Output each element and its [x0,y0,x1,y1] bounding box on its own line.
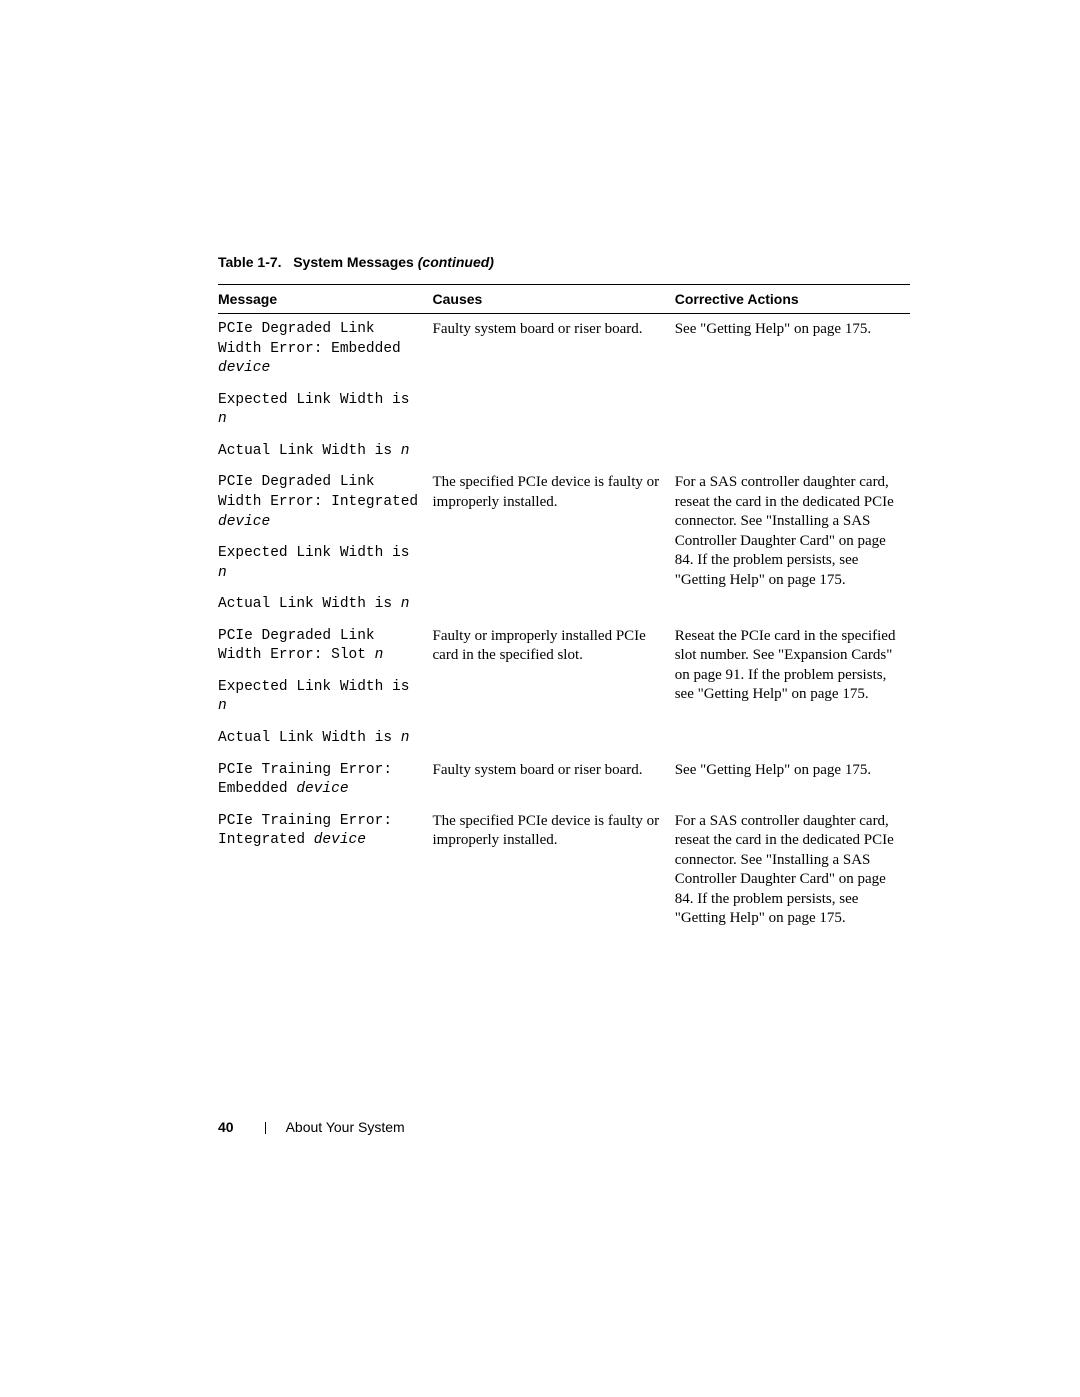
message-block: Actual Link Width is n [218,442,423,462]
message-italic: n [218,698,227,714]
message-text: Actual Link Width is [218,730,401,746]
header-causes: Causes [433,285,675,314]
cause-cell: Faulty or improperly installed PCIe card… [433,621,675,755]
action-cell: See "Getting Help" on page 175. [675,314,910,468]
message-italic: n [375,647,384,663]
message-cell: PCIe Degraded Link Width Error: Embedded… [218,314,433,468]
message-italic: n [401,443,410,459]
table-row: PCIe Degraded Link Width Error: Slot nEx… [218,621,910,755]
message-text: Expected Link Width is [218,679,409,695]
footer-section: About Your System [286,1119,405,1135]
table-row: PCIe Training Error: Integrated device Th… [218,806,910,935]
message-block: PCIe Degraded Link Width Error: Embedded… [218,320,423,379]
message-text: Expected Link Width is [218,392,409,408]
cause-cell: The specified PCIe device is faulty or i… [433,467,675,620]
message-italic: device [218,360,270,376]
message-italic: n [401,730,410,746]
message-italic: n [218,565,227,581]
message-cell: PCIe Training Error: Embedded device [218,755,433,806]
message-text: Actual Link Width is [218,596,401,612]
message-block: Expected Link Width is n [218,391,423,430]
table-caption-title: System Messages [293,254,414,270]
message-cell: PCIe Degraded Link Width Error: Slot nEx… [218,621,433,755]
message-block: PCIe Degraded Link Width Error: Integrat… [218,473,423,532]
message-block: PCIe Training Error: Embedded device [218,761,423,800]
message-block: Expected Link Width is n [218,678,423,717]
message-italic: n [218,411,227,427]
message-text: Expected Link Width is [218,545,409,561]
message-block: Actual Link Width is n [218,729,423,749]
message-cell: PCIe Training Error: Integrated device [218,806,433,935]
action-cell: See "Getting Help" on page 175. [675,755,910,806]
message-italic: device [314,832,366,848]
cause-cell: Faulty system board or riser board. [433,755,675,806]
cause-cell: Faulty system board or riser board. [433,314,675,468]
message-block: Expected Link Width is n [218,544,423,583]
table-caption-suffix: (continued) [418,254,494,270]
message-block: PCIe Training Error: Integrated device [218,812,423,851]
message-text: Actual Link Width is [218,443,401,459]
footer-divider [265,1122,266,1134]
message-italic: device [218,514,270,530]
table-row: PCIe Training Error: Embedded device Faul… [218,755,910,806]
message-block: Actual Link Width is n [218,595,423,615]
header-actions: Corrective Actions [675,285,910,314]
message-italic: n [401,596,410,612]
action-cell: For a SAS controller daughter card, rese… [675,467,910,620]
message-block: PCIe Degraded Link Width Error: Slot n [218,627,423,666]
cause-cell: The specified PCIe device is faulty or i… [433,806,675,935]
table-caption-prefix: Table 1-7. [218,254,282,270]
page-footer: 40 About Your System [218,1119,405,1135]
table-row: PCIe Degraded Link Width Error: Integrat… [218,467,910,620]
action-cell: For a SAS controller daughter card, rese… [675,806,910,935]
header-message: Message [218,285,433,314]
message-text: PCIe Degraded Link Width Error: Embedded [218,321,401,357]
message-cell: PCIe Degraded Link Width Error: Integrat… [218,467,433,620]
message-text: PCIe Degraded Link Width Error: Slot [218,628,375,664]
table-header-row: Message Causes Corrective Actions [218,285,910,314]
message-italic: device [296,781,348,797]
table-caption: Table 1-7. System Messages (continued) [218,254,910,270]
system-messages-table: Message Causes Corrective Actions PCIe D… [218,284,910,935]
table-row: PCIe Degraded Link Width Error: Embedded… [218,314,910,468]
message-text: PCIe Degraded Link Width Error: Integrat… [218,474,418,510]
page-number: 40 [218,1119,234,1135]
action-cell: Reseat the PCIe card in the specified sl… [675,621,910,755]
